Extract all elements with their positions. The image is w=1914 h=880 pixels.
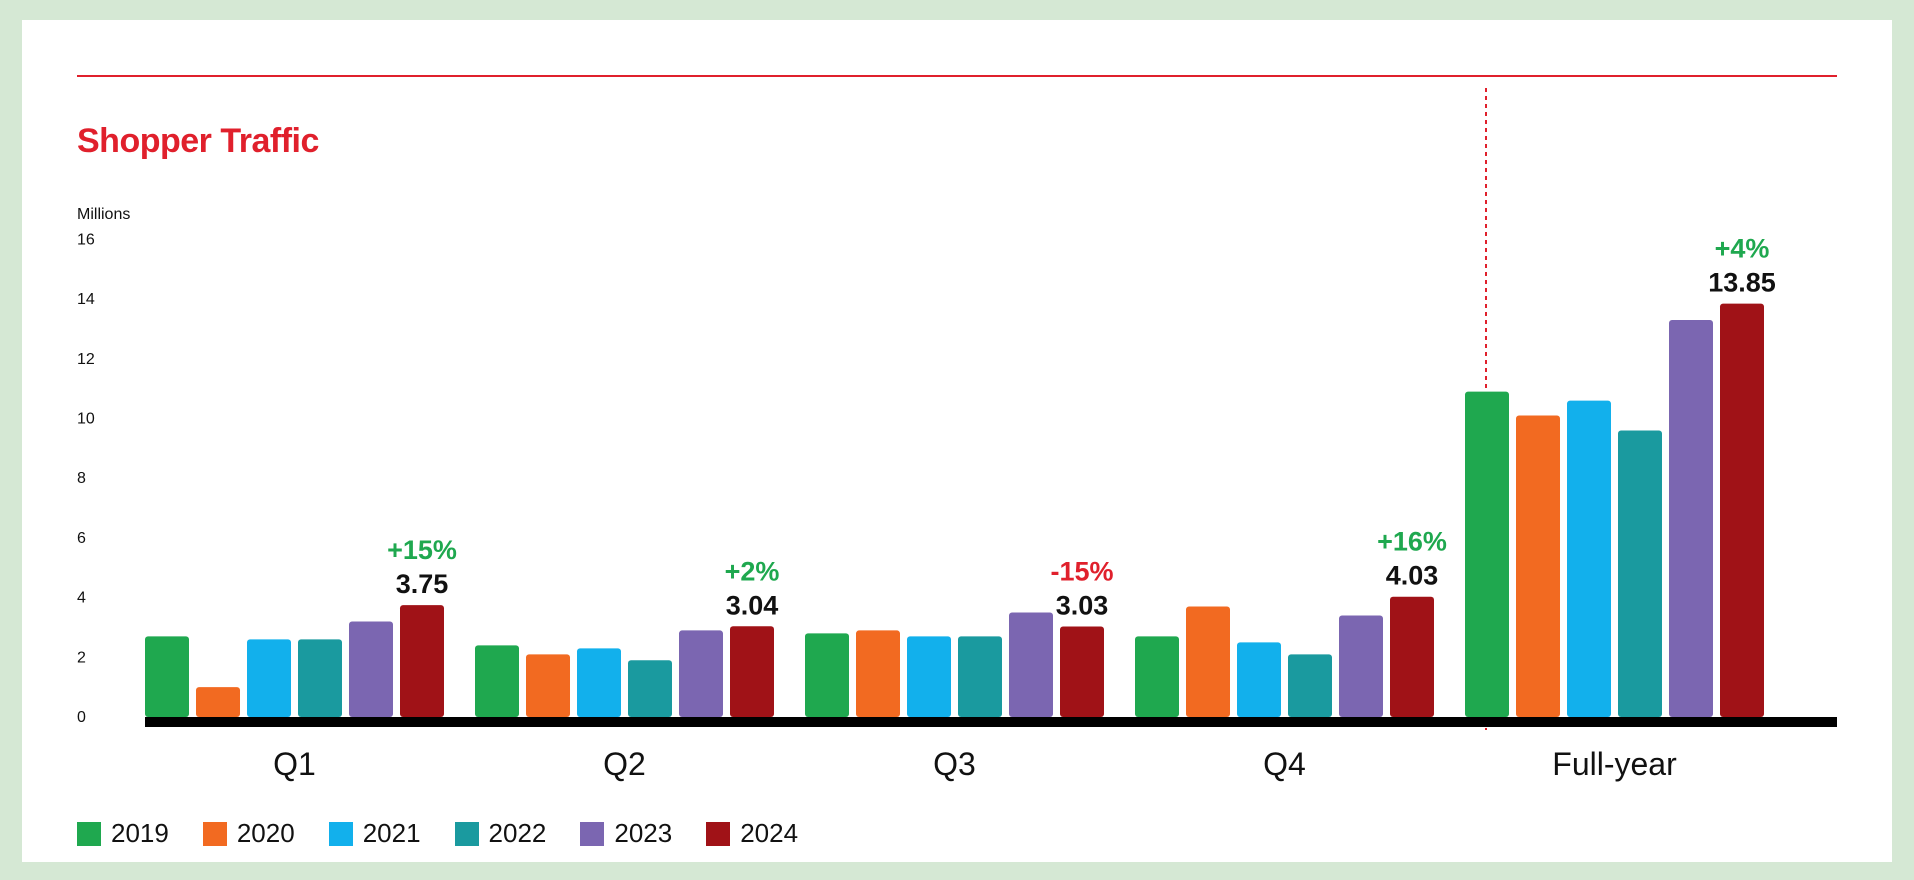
legend-item-2023: 2023 [580,818,672,849]
bar-2021-q2 [577,648,621,717]
bar-2024-q4 [1390,596,1434,717]
bar-2020-full-year [1516,415,1560,717]
x-category-label: Q4 [1263,746,1306,782]
legend-swatch [580,821,605,846]
legend-label: 2024 [740,818,799,848]
bar-2019-q4 [1135,636,1179,717]
bar-2023-q1 [349,621,393,717]
legend-swatch [328,821,353,846]
y-axis-unit-label: Millions [77,206,131,223]
y-tick-label: 2 [77,649,86,666]
legend-label: 2020 [236,818,295,848]
legend-swatch [706,821,731,846]
bar-2019-q2 [475,645,519,717]
bar-2023-q3 [1009,612,1053,717]
y-tick-label: 16 [77,231,95,248]
change-percent-label: +4% [1715,234,1770,264]
bar-2020-q4 [1186,606,1230,717]
change-percent-label: -15% [1050,557,1113,587]
y-tick-label: 6 [77,530,86,547]
legend: 2019 2020 2021 2022 2023 2024 [77,818,832,849]
bar-2024-q3 [1060,626,1104,717]
y-tick-label: 0 [77,709,86,726]
bar-2024-q2 [730,626,774,717]
change-percent-label: +16% [1377,527,1447,557]
legend-label: 2019 [111,818,169,848]
legend-swatch [77,821,101,846]
bar-2020-q1 [196,687,240,717]
bar-2021-q4 [1237,642,1281,717]
legend-item-2021: 2021 [328,818,421,849]
bar-2022-full-year [1618,430,1662,717]
y-tick-label: 12 [77,351,95,368]
value-data-label: 3.03 [1056,591,1109,621]
value-data-label: 13.85 [1708,268,1776,298]
bar-2019-q1 [145,636,189,717]
bar-2024-q1 [400,605,444,717]
bar-2020-q3 [856,630,900,717]
change-percent-label: +2% [725,556,780,586]
y-tick-label: 10 [77,411,95,428]
change-percent-label: +15% [387,535,457,565]
bar-2023-full-year [1669,319,1713,717]
value-data-label: 4.03 [1386,561,1439,591]
bar-2022-q1 [298,639,342,717]
bar-2023-q4 [1339,615,1383,717]
bar-2024-full-year [1720,303,1764,717]
bar-2021-q1 [247,639,291,717]
y-tick-label: 8 [77,470,86,487]
legend-swatch [202,821,227,846]
chart-card: 0 2 4 6 8 10 12 14 16 Q1 Q2 Q3 Q4 Full-year 3.75 +15% 3.… [22,20,1892,862]
bar-2019-q3 [805,633,849,717]
x-category-label: Q1 [273,746,316,782]
legend-item-2019: 2019 [77,818,169,849]
legend-item-2020: 2020 [202,818,295,849]
chart-svg: 0 2 4 6 8 10 12 14 16 Q1 Q2 Q3 Q4 Full-year 3.75 +15% 3.… [77,75,1837,782]
legend-label: 2022 [488,818,547,848]
x-category-label: Q2 [603,746,646,782]
chart-title: Shopper Traffic [77,122,319,160]
legend-label: 2023 [614,818,673,848]
bar-2019-full-year [1465,391,1509,717]
bar-2022-q3 [958,636,1002,717]
y-tick-label: 14 [77,291,95,308]
bar-2023-q2 [679,630,723,717]
bar-2022-q2 [628,660,672,717]
legend-swatch [454,821,479,846]
legend-item-2024: 2024 [706,818,798,849]
y-tick-label: 4 [77,590,86,607]
bar-2021-full-year [1567,400,1611,717]
value-data-label: 3.75 [396,569,449,599]
legend-item-2022: 2022 [454,818,547,849]
x-category-label: Full-year [1552,746,1677,782]
x-axis-line [145,717,1837,727]
bar-2021-q3 [907,636,951,717]
value-data-label: 3.04 [726,590,779,620]
x-category-label: Q3 [933,746,976,782]
legend-label: 2021 [362,818,421,848]
bar-2022-q4 [1288,654,1332,717]
bar-2020-q2 [526,654,570,717]
